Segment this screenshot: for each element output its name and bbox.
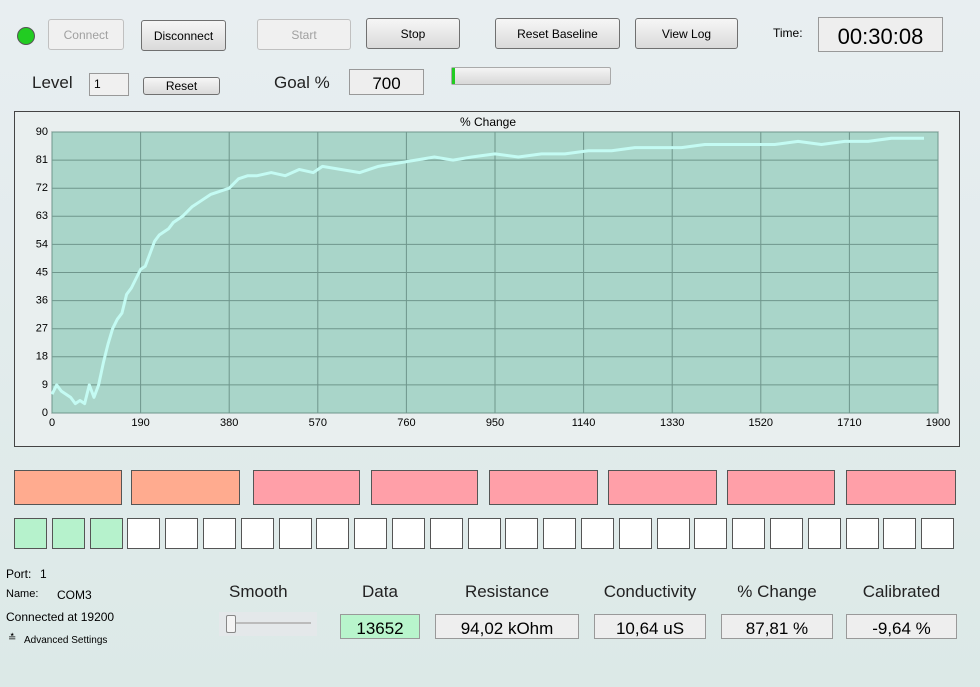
y-tick-label: 27	[36, 323, 48, 335]
step-indicator	[89, 518, 123, 549]
x-tick-label: 0	[49, 417, 55, 429]
time-label: Time:	[773, 26, 803, 40]
step-indicator	[316, 518, 350, 549]
status-led	[17, 27, 35, 45]
y-tick-label: 90	[36, 126, 48, 138]
level-reset-button[interactable]: Reset	[143, 77, 220, 95]
level-indicator	[14, 470, 122, 505]
start-button[interactable]: Start	[257, 19, 351, 50]
readout-value: -9,64 %	[846, 614, 957, 639]
step-indicator	[921, 518, 955, 549]
y-tick-label: 36	[36, 295, 48, 307]
readout-value: 10,64 uS	[594, 614, 706, 639]
readout-label: Resistance	[464, 582, 550, 601]
step-indicator	[618, 518, 652, 549]
connect-button[interactable]: Connect	[48, 19, 124, 50]
readout-label: Calibrated	[862, 582, 941, 601]
progress-bar	[451, 67, 611, 85]
x-tick-label: 380	[220, 417, 238, 429]
step-indicator	[807, 518, 841, 549]
readout-value: 13652	[340, 614, 420, 639]
y-tick-label: 81	[36, 154, 48, 166]
level-indicator	[489, 470, 598, 505]
step-indicator	[14, 518, 47, 549]
readout-label: Data	[362, 582, 398, 601]
y-tick-label: 45	[36, 266, 48, 278]
x-tick-label: 1710	[837, 417, 861, 429]
step-indicator	[203, 518, 236, 549]
port-label: Port:	[6, 567, 32, 581]
level-indicator	[131, 470, 240, 505]
y-tick-label: 63	[36, 210, 48, 222]
smooth-slider[interactable]	[219, 612, 317, 636]
x-tick-label: 1520	[749, 417, 773, 429]
step-indicator	[581, 518, 614, 549]
name-value: COM3	[57, 588, 92, 602]
step-indicator	[467, 518, 501, 549]
step-indicator	[51, 518, 85, 549]
readout-label: Conductivity	[603, 582, 697, 601]
x-tick-label: 760	[397, 417, 415, 429]
step-indicator	[165, 518, 199, 549]
x-tick-label: 1140	[572, 417, 596, 429]
reset-baseline-button[interactable]: Reset Baseline	[495, 18, 620, 49]
advanced-chevron[interactable]: ≛	[8, 633, 17, 644]
x-tick-label: 190	[131, 417, 149, 429]
x-tick-label: 950	[486, 417, 504, 429]
advanced-settings[interactable]: Advanced Settings	[24, 635, 108, 646]
level-input[interactable]: 1	[89, 73, 129, 96]
port-value: 1	[40, 567, 47, 581]
level-indicator	[727, 470, 835, 505]
y-tick-label: 9	[42, 379, 48, 391]
connection-status: Connected at 19200	[6, 610, 115, 624]
level-indicator	[608, 470, 717, 505]
progress-fill	[452, 68, 455, 84]
x-tick-label: 1330	[660, 417, 684, 429]
step-indicator	[845, 518, 879, 549]
y-tick-label: 72	[36, 182, 48, 194]
step-indicator	[505, 518, 539, 549]
level-indicator	[253, 470, 360, 505]
y-tick-label: 54	[36, 238, 48, 250]
readout-value: 87,81 %	[721, 614, 833, 639]
data-line	[50, 136, 925, 406]
step-indicator	[883, 518, 917, 549]
y-tick-label: 18	[36, 351, 48, 363]
goal-label: Goal %	[274, 73, 330, 92]
step-indicator	[770, 518, 803, 549]
chart: % Change 0 9 18 27 36 45 54 63 72 81 90 0 190 380 570 7…	[14, 111, 960, 447]
time-display: 00:30:08	[818, 17, 943, 52]
view-log-button[interactable]: View Log	[635, 18, 738, 49]
y-tick-label: 0	[42, 407, 48, 419]
step-indicator	[732, 518, 766, 549]
step-indicator	[127, 518, 161, 549]
step-indicator	[240, 518, 274, 549]
name-label: Name:	[6, 588, 39, 600]
chart-title: % Change	[460, 115, 516, 129]
readout-value: 94,02 kOhm	[435, 614, 579, 639]
goal-display: 700	[349, 69, 424, 95]
level-indicator	[371, 470, 478, 505]
step-indicator	[543, 518, 577, 549]
step-indicator	[656, 518, 690, 549]
level-label: Level	[32, 73, 73, 92]
step-indicator	[694, 518, 728, 549]
x-tick-label: 570	[309, 417, 327, 429]
x-tick-label: 1900	[926, 417, 950, 429]
step-indicator	[278, 518, 312, 549]
readout-label: % Change	[737, 582, 817, 601]
smooth-label: Smooth	[229, 582, 288, 601]
step-indicator	[429, 518, 463, 549]
stop-button[interactable]: Stop	[366, 18, 460, 49]
level-indicator	[846, 470, 956, 505]
step-indicator	[354, 518, 388, 549]
step-indicator	[392, 518, 425, 549]
disconnect-button[interactable]: Disconnect	[141, 20, 226, 51]
